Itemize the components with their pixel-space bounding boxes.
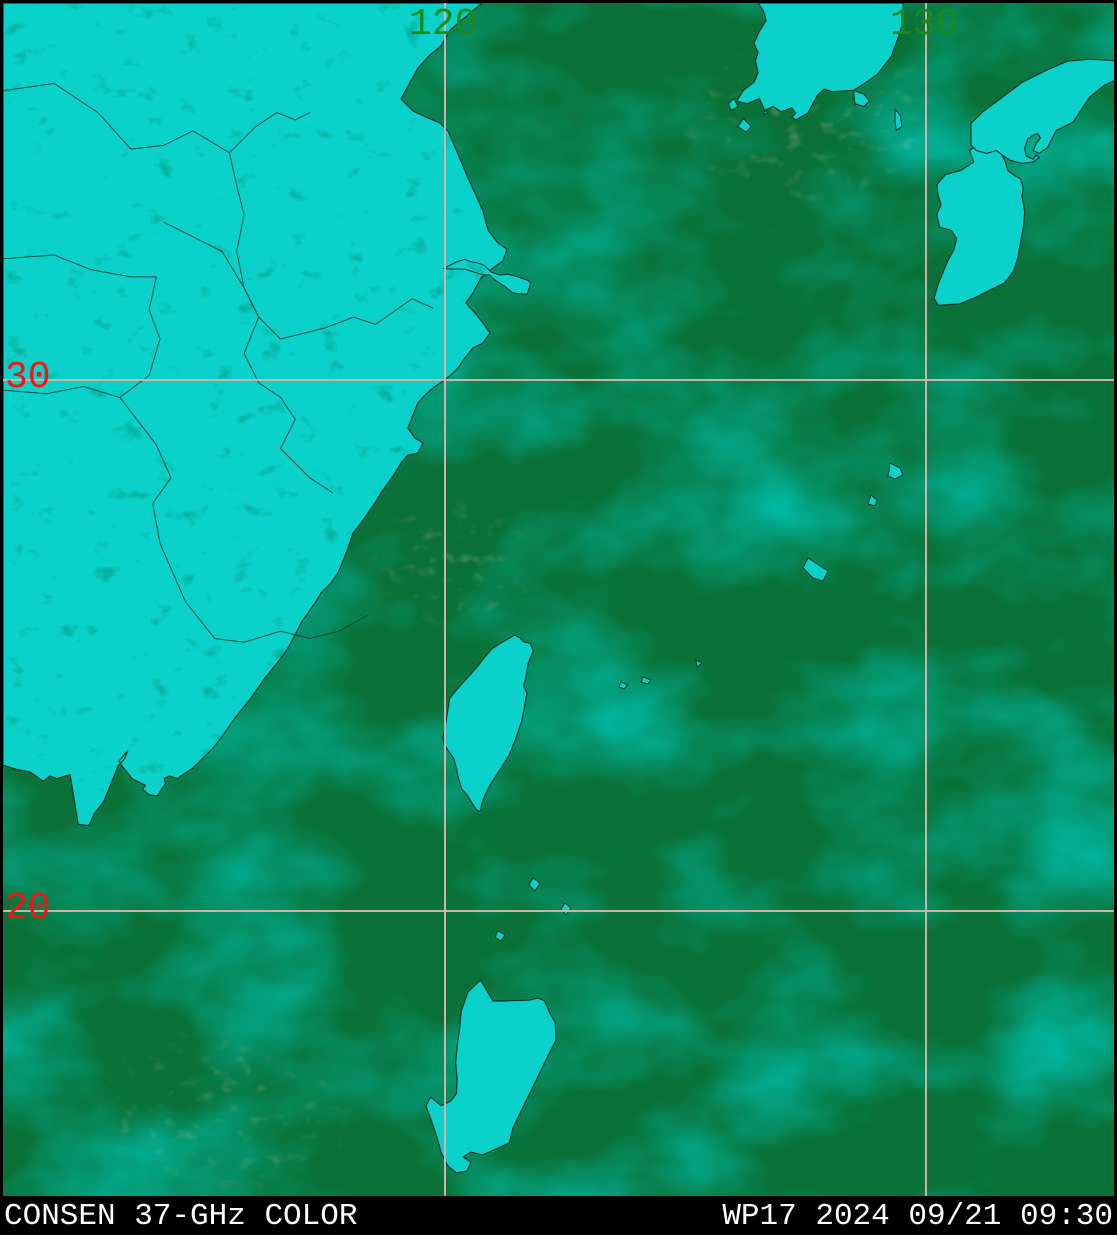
svg-text:30: 30 xyxy=(5,356,51,399)
svg-text:20: 20 xyxy=(5,887,51,930)
svg-text:120: 120 xyxy=(409,3,477,46)
svg-text:130: 130 xyxy=(890,3,958,46)
